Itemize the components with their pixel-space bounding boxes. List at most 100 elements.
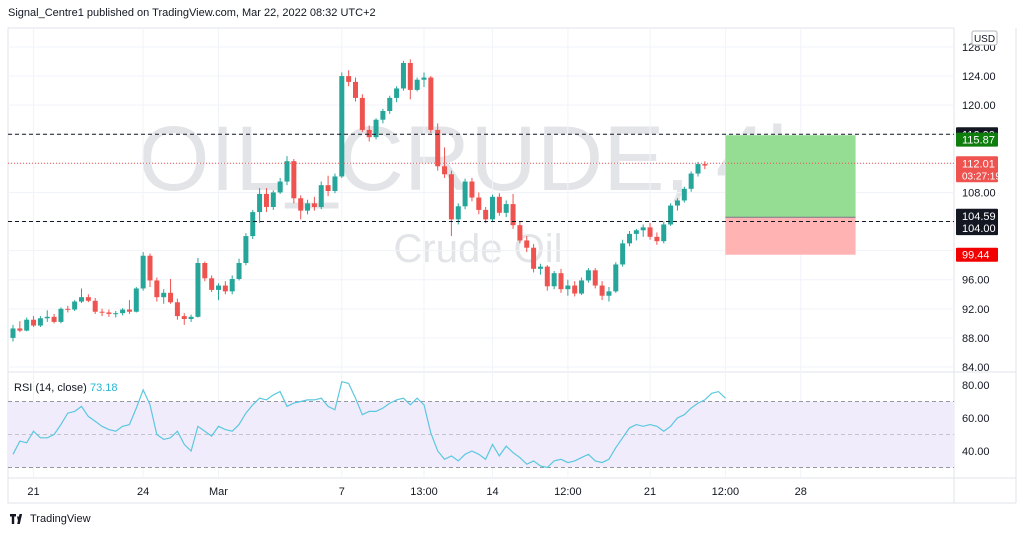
candle[interactable] bbox=[58, 307, 64, 324]
candle[interactable] bbox=[85, 294, 91, 303]
candle[interactable] bbox=[428, 76, 434, 133]
candle[interactable] bbox=[599, 281, 605, 301]
candle[interactable] bbox=[188, 314, 194, 322]
candle[interactable] bbox=[435, 123, 441, 171]
candle[interactable] bbox=[407, 59, 413, 100]
candle[interactable] bbox=[510, 193, 516, 229]
candle[interactable] bbox=[195, 257, 201, 318]
candle[interactable] bbox=[524, 236, 530, 253]
candle[interactable] bbox=[99, 308, 105, 317]
candle[interactable] bbox=[154, 277, 160, 302]
candle[interactable] bbox=[339, 72, 345, 178]
candle[interactable] bbox=[72, 300, 78, 311]
candle[interactable] bbox=[366, 125, 372, 142]
candle[interactable] bbox=[613, 262, 619, 293]
candle[interactable] bbox=[647, 223, 653, 240]
candles[interactable] bbox=[10, 59, 708, 342]
candle[interactable] bbox=[359, 94, 365, 133]
candle[interactable] bbox=[250, 209, 256, 239]
candle[interactable] bbox=[174, 298, 180, 320]
candle[interactable] bbox=[606, 287, 612, 302]
candle[interactable] bbox=[565, 279, 571, 296]
candle[interactable] bbox=[263, 188, 269, 213]
candle[interactable] bbox=[490, 194, 495, 222]
candle[interactable] bbox=[168, 279, 174, 304]
candle[interactable] bbox=[517, 221, 523, 244]
candle[interactable] bbox=[572, 281, 578, 297]
currency-box[interactable] bbox=[971, 30, 998, 46]
candle[interactable] bbox=[222, 281, 228, 295]
candle[interactable] bbox=[270, 190, 276, 210]
candle[interactable] bbox=[674, 198, 680, 211]
candle[interactable] bbox=[462, 178, 468, 210]
candle[interactable] bbox=[448, 170, 454, 237]
candle[interactable] bbox=[37, 316, 43, 327]
candle[interactable] bbox=[79, 288, 84, 303]
candle[interactable] bbox=[284, 156, 290, 186]
candle[interactable] bbox=[51, 313, 57, 324]
candle[interactable] bbox=[373, 118, 379, 140]
candle[interactable] bbox=[400, 60, 406, 91]
candle[interactable] bbox=[216, 283, 221, 301]
candle[interactable] bbox=[305, 199, 311, 215]
candle[interactable] bbox=[181, 313, 187, 325]
candle[interactable] bbox=[442, 147, 448, 178]
candle[interactable] bbox=[380, 108, 386, 124]
candle[interactable] bbox=[311, 196, 317, 211]
candle[interactable] bbox=[24, 317, 30, 332]
candle[interactable] bbox=[627, 231, 632, 247]
candle[interactable] bbox=[202, 261, 208, 282]
candle[interactable] bbox=[668, 203, 674, 226]
candle[interactable] bbox=[483, 207, 489, 223]
candle[interactable] bbox=[325, 175, 331, 197]
candle[interactable] bbox=[92, 297, 98, 314]
candle[interactable] bbox=[106, 309, 112, 317]
candle[interactable] bbox=[544, 265, 550, 291]
candle[interactable] bbox=[346, 70, 352, 87]
candle[interactable] bbox=[209, 275, 215, 293]
candle[interactable] bbox=[695, 161, 701, 177]
candle[interactable] bbox=[688, 171, 694, 192]
candle[interactable] bbox=[592, 268, 598, 289]
candle[interactable] bbox=[537, 263, 543, 275]
candle[interactable] bbox=[120, 308, 126, 316]
candle[interactable] bbox=[661, 221, 667, 244]
candle[interactable] bbox=[126, 300, 132, 314]
candle[interactable] bbox=[469, 177, 475, 202]
candle[interactable] bbox=[551, 271, 557, 290]
candle[interactable] bbox=[633, 228, 639, 241]
candle[interactable] bbox=[147, 253, 153, 287]
candle[interactable] bbox=[414, 77, 420, 92]
candle[interactable] bbox=[277, 177, 283, 194]
currency-label[interactable]: USD bbox=[974, 34, 995, 45]
candle[interactable] bbox=[161, 289, 167, 304]
candle[interactable] bbox=[291, 159, 297, 204]
candle[interactable] bbox=[681, 186, 687, 203]
candle[interactable] bbox=[654, 232, 660, 245]
candle[interactable] bbox=[65, 305, 71, 313]
candle[interactable] bbox=[585, 268, 591, 283]
candle[interactable] bbox=[31, 316, 37, 327]
candle[interactable] bbox=[140, 252, 146, 291]
candle[interactable] bbox=[496, 193, 502, 216]
candle[interactable] bbox=[298, 195, 304, 220]
candle[interactable] bbox=[387, 95, 393, 114]
candle[interactable] bbox=[421, 72, 427, 87]
candle[interactable] bbox=[318, 181, 324, 210]
rsi-indicator[interactable] bbox=[8, 380, 954, 469]
candle[interactable] bbox=[455, 203, 461, 225]
candle[interactable] bbox=[10, 324, 16, 342]
candle[interactable] bbox=[640, 224, 646, 237]
candle[interactable] bbox=[476, 192, 482, 215]
candle[interactable] bbox=[702, 161, 708, 170]
candle[interactable] bbox=[243, 233, 249, 266]
candle[interactable] bbox=[257, 188, 263, 223]
candle[interactable] bbox=[620, 239, 626, 267]
footer-brand[interactable]: TradingView bbox=[10, 513, 91, 525]
candle[interactable] bbox=[17, 321, 23, 333]
rsi-line[interactable] bbox=[12, 380, 726, 469]
candle[interactable] bbox=[44, 310, 50, 322]
candle[interactable] bbox=[558, 268, 564, 293]
candle[interactable] bbox=[503, 200, 509, 218]
